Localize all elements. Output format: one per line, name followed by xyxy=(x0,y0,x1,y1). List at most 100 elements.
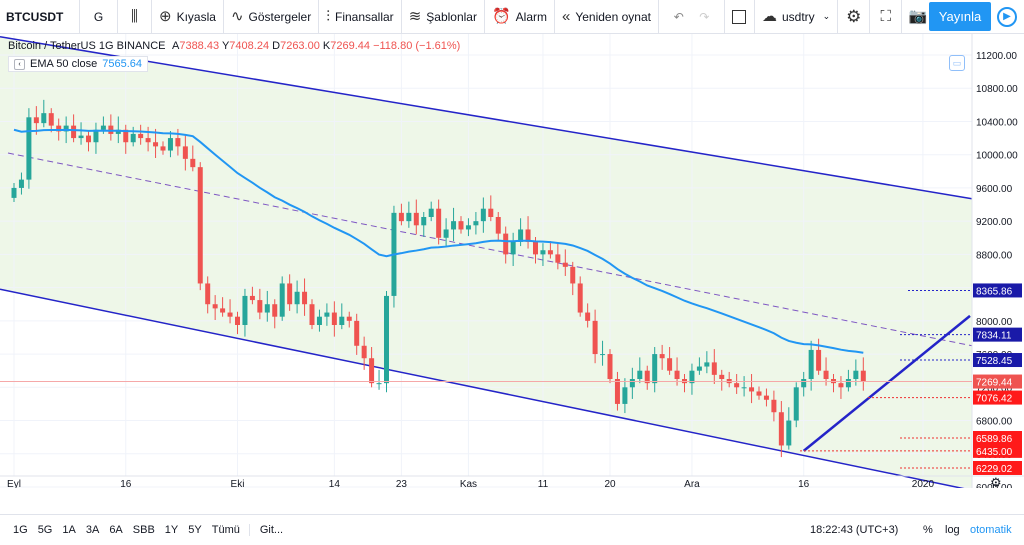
candle[interactable] xyxy=(652,354,658,384)
price-tag[interactable] xyxy=(973,353,1022,368)
publish-button[interactable]: Yayınla xyxy=(929,2,991,31)
candle[interactable] xyxy=(63,125,69,132)
trend-line[interactable] xyxy=(802,314,971,452)
candle[interactable] xyxy=(115,129,121,134)
candle[interactable] xyxy=(763,395,769,400)
candle[interactable] xyxy=(749,387,755,392)
candle[interactable] xyxy=(480,208,486,222)
candle[interactable] xyxy=(801,379,807,388)
goto-button[interactable]: Git... xyxy=(248,524,293,536)
range-3a[interactable]: 3A xyxy=(85,524,100,536)
candle[interactable] xyxy=(696,366,702,371)
candle[interactable] xyxy=(227,312,233,317)
candle[interactable] xyxy=(741,387,747,389)
auto-scale-toggle[interactable]: otomatik xyxy=(970,524,1012,536)
candle[interactable] xyxy=(369,358,375,384)
candle[interactable] xyxy=(793,387,799,421)
candle[interactable] xyxy=(175,138,181,147)
candle[interactable] xyxy=(316,316,322,325)
price-tag[interactable] xyxy=(973,283,1022,298)
candle[interactable] xyxy=(816,349,822,371)
candle[interactable] xyxy=(242,295,248,325)
price-tag[interactable] xyxy=(973,374,1022,389)
price-tag[interactable] xyxy=(973,443,1022,458)
candle[interactable] xyxy=(540,250,546,255)
percent-toggle[interactable]: % xyxy=(923,524,933,536)
candle[interactable] xyxy=(220,308,226,313)
candle[interactable] xyxy=(771,399,777,413)
candle[interactable] xyxy=(324,312,330,317)
candle[interactable] xyxy=(56,125,62,132)
candle[interactable] xyxy=(704,362,710,367)
candle[interactable] xyxy=(33,117,39,124)
candle[interactable] xyxy=(756,391,762,396)
interval-button[interactable]: G xyxy=(80,0,118,33)
candle[interactable] xyxy=(26,117,32,180)
price-tag[interactable] xyxy=(973,327,1022,342)
candle[interactable] xyxy=(443,229,449,238)
candle[interactable] xyxy=(249,295,255,301)
snapshot-button[interactable]: 📷 xyxy=(902,0,934,33)
candle[interactable] xyxy=(533,241,538,255)
candle[interactable] xyxy=(734,383,740,388)
range-tümü[interactable]: Tümü xyxy=(211,524,240,536)
candle[interactable] xyxy=(547,250,553,255)
candle[interactable] xyxy=(138,133,144,139)
chart-style-button[interactable]: ⫼ xyxy=(118,0,152,33)
candle[interactable] xyxy=(659,354,665,359)
channel-lower-line[interactable] xyxy=(0,288,972,488)
candle[interactable] xyxy=(413,212,419,226)
candle[interactable] xyxy=(212,304,218,309)
candle[interactable] xyxy=(11,187,17,198)
candle[interactable] xyxy=(190,158,196,168)
candle[interactable] xyxy=(436,208,442,238)
candle[interactable] xyxy=(78,135,84,139)
candle[interactable] xyxy=(488,208,494,217)
candle[interactable] xyxy=(331,312,337,325)
drawing-settings-icon[interactable]: ▭ xyxy=(949,55,965,71)
candle[interactable] xyxy=(585,312,591,321)
candle[interactable] xyxy=(629,379,635,388)
channel-upper-line[interactable] xyxy=(0,35,973,200)
range-6a[interactable]: 6A xyxy=(109,524,123,536)
candle[interactable] xyxy=(555,254,561,263)
candle[interactable] xyxy=(458,221,464,230)
candle[interactable] xyxy=(384,295,389,384)
candle[interactable] xyxy=(600,354,606,356)
candle[interactable] xyxy=(93,129,99,143)
candle[interactable] xyxy=(637,370,643,379)
candle[interactable] xyxy=(309,304,315,325)
candle[interactable] xyxy=(182,146,188,159)
candle[interactable] xyxy=(398,212,404,222)
layout-menu[interactable]: ☁ usdtry ⌄ xyxy=(755,0,839,33)
candle[interactable] xyxy=(235,316,240,325)
axis-settings-gear-icon[interactable]: ⚙ xyxy=(990,476,1002,488)
price-tag[interactable] xyxy=(973,390,1022,405)
range-5g[interactable]: 5G xyxy=(37,524,53,536)
channel-mid-line[interactable] xyxy=(7,152,973,347)
candle[interactable] xyxy=(711,362,717,375)
candle[interactable] xyxy=(860,370,866,382)
play-button[interactable]: ▶ xyxy=(993,2,1021,31)
candle[interactable] xyxy=(71,125,77,139)
candle[interactable] xyxy=(525,229,531,242)
collapse-icon[interactable]: ‹ xyxy=(14,58,25,70)
candle[interactable] xyxy=(421,217,427,226)
candle[interactable] xyxy=(428,208,434,217)
candle[interactable] xyxy=(18,179,24,188)
price-chart[interactable]: 11200.00 10800.00 10400.00 10000.00 9600.00 9… xyxy=(0,34,1024,488)
candle[interactable] xyxy=(592,320,598,355)
candle[interactable] xyxy=(272,304,278,317)
candle[interactable] xyxy=(197,167,203,284)
candle[interactable] xyxy=(100,125,106,130)
price-axis[interactable] xyxy=(972,34,1024,488)
range-1a[interactable]: 1A xyxy=(62,524,76,536)
candle[interactable] xyxy=(622,387,628,404)
candle[interactable] xyxy=(607,354,613,379)
candle[interactable] xyxy=(473,221,479,226)
candle[interactable] xyxy=(48,113,54,126)
candle[interactable] xyxy=(570,266,576,284)
price-tag[interactable] xyxy=(973,430,1022,445)
candle[interactable] xyxy=(279,283,285,317)
candle[interactable] xyxy=(495,217,501,234)
